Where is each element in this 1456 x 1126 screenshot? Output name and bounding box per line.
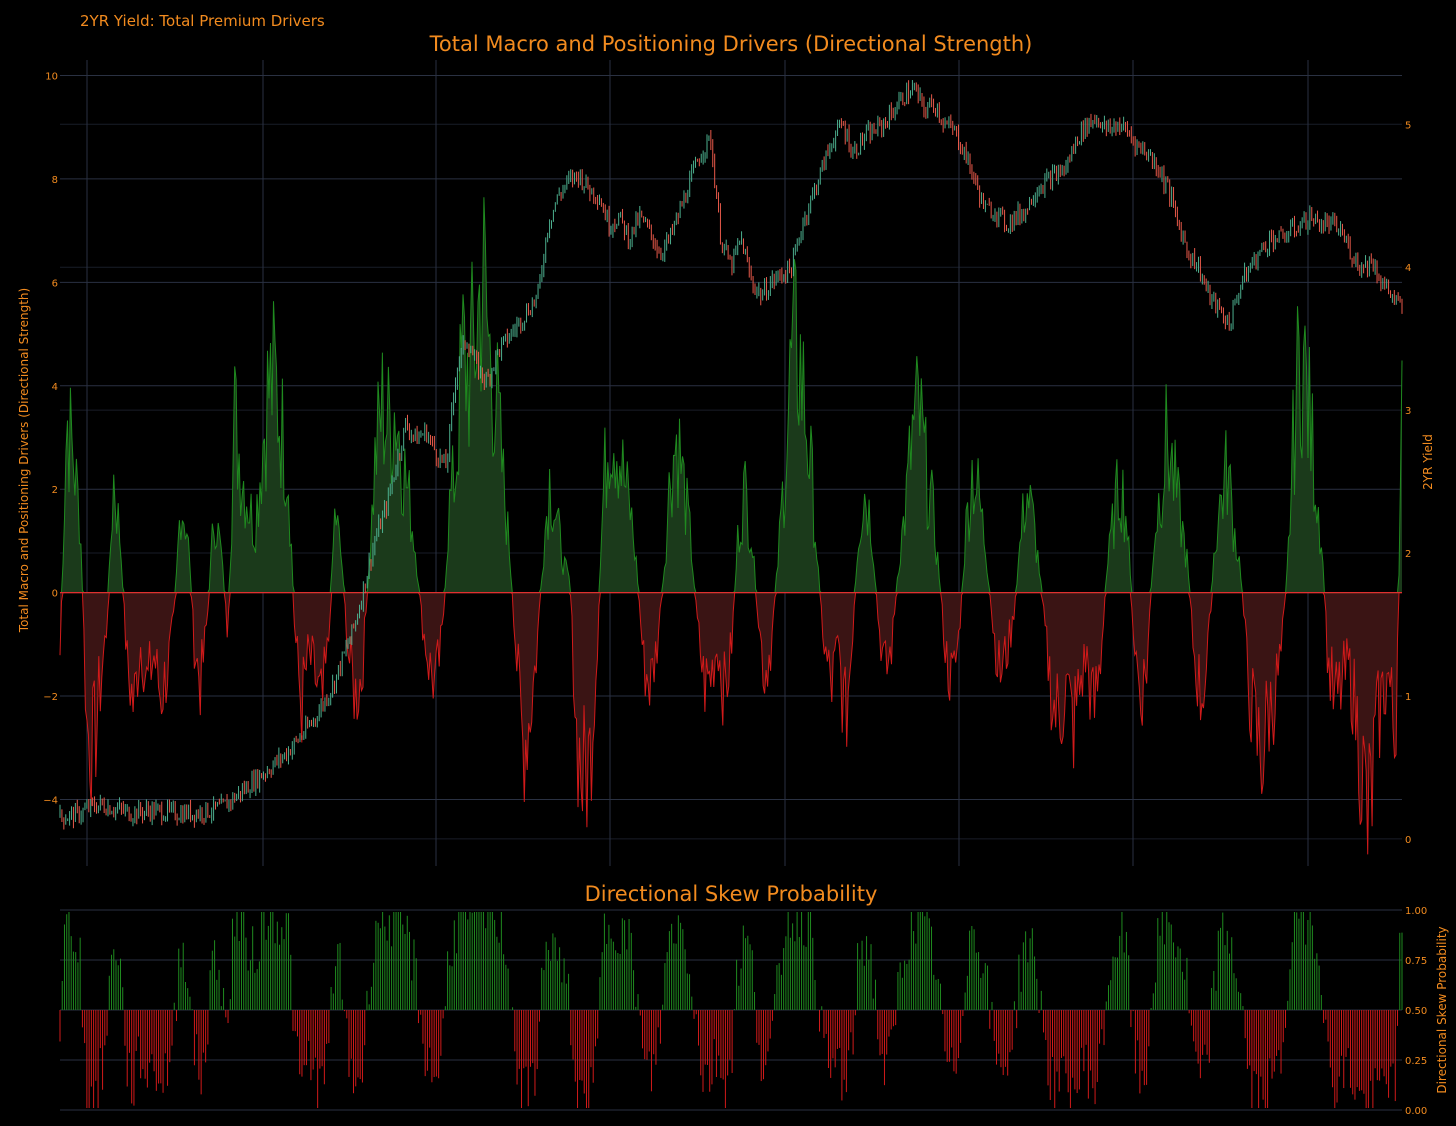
skew-chart-title: Directional Skew Probability (584, 882, 878, 906)
left-tick-label: −4 (43, 795, 58, 806)
left-tick-label: 4 (52, 382, 58, 393)
right-tick-label: 1 (1405, 692, 1411, 703)
right-tick-label: 5 (1405, 120, 1411, 131)
page-title: 2YR Yield: Total Premium Drivers (80, 12, 325, 30)
skew-tick-label: 0.50 (1405, 1006, 1427, 1017)
negative-area (60, 592, 1402, 855)
skew-bars (59, 912, 1403, 1108)
left-tick-label: 6 (52, 278, 58, 289)
right-tick-label: 4 (1405, 263, 1411, 274)
main-chart: −4 −2 0 2 4 6 8 10 0 1 2 3 4 5 (43, 60, 1411, 866)
skew-tick-label: 0.25 (1405, 1056, 1427, 1067)
right-tick-label: 0 (1405, 835, 1411, 846)
skew-tick-label: 1.00 (1405, 906, 1427, 917)
right-tick-label: 3 (1405, 406, 1411, 417)
right-tick-label: 2 (1405, 549, 1411, 560)
left-tick-label: 0 (52, 589, 58, 600)
left-tick-label: 10 (45, 72, 58, 83)
positive-area (60, 197, 1402, 593)
skew-tick-label: 0.75 (1405, 956, 1427, 967)
left-tick-label: 2 (52, 485, 58, 496)
left-tick-label: 8 (52, 175, 58, 186)
yield-candles (59, 80, 1403, 830)
left-tick-label: −2 (43, 692, 58, 703)
skew-tick-label: 0.00 (1405, 1106, 1427, 1117)
main-chart-title: Total Macro and Positioning Drivers (Dir… (429, 32, 1033, 56)
